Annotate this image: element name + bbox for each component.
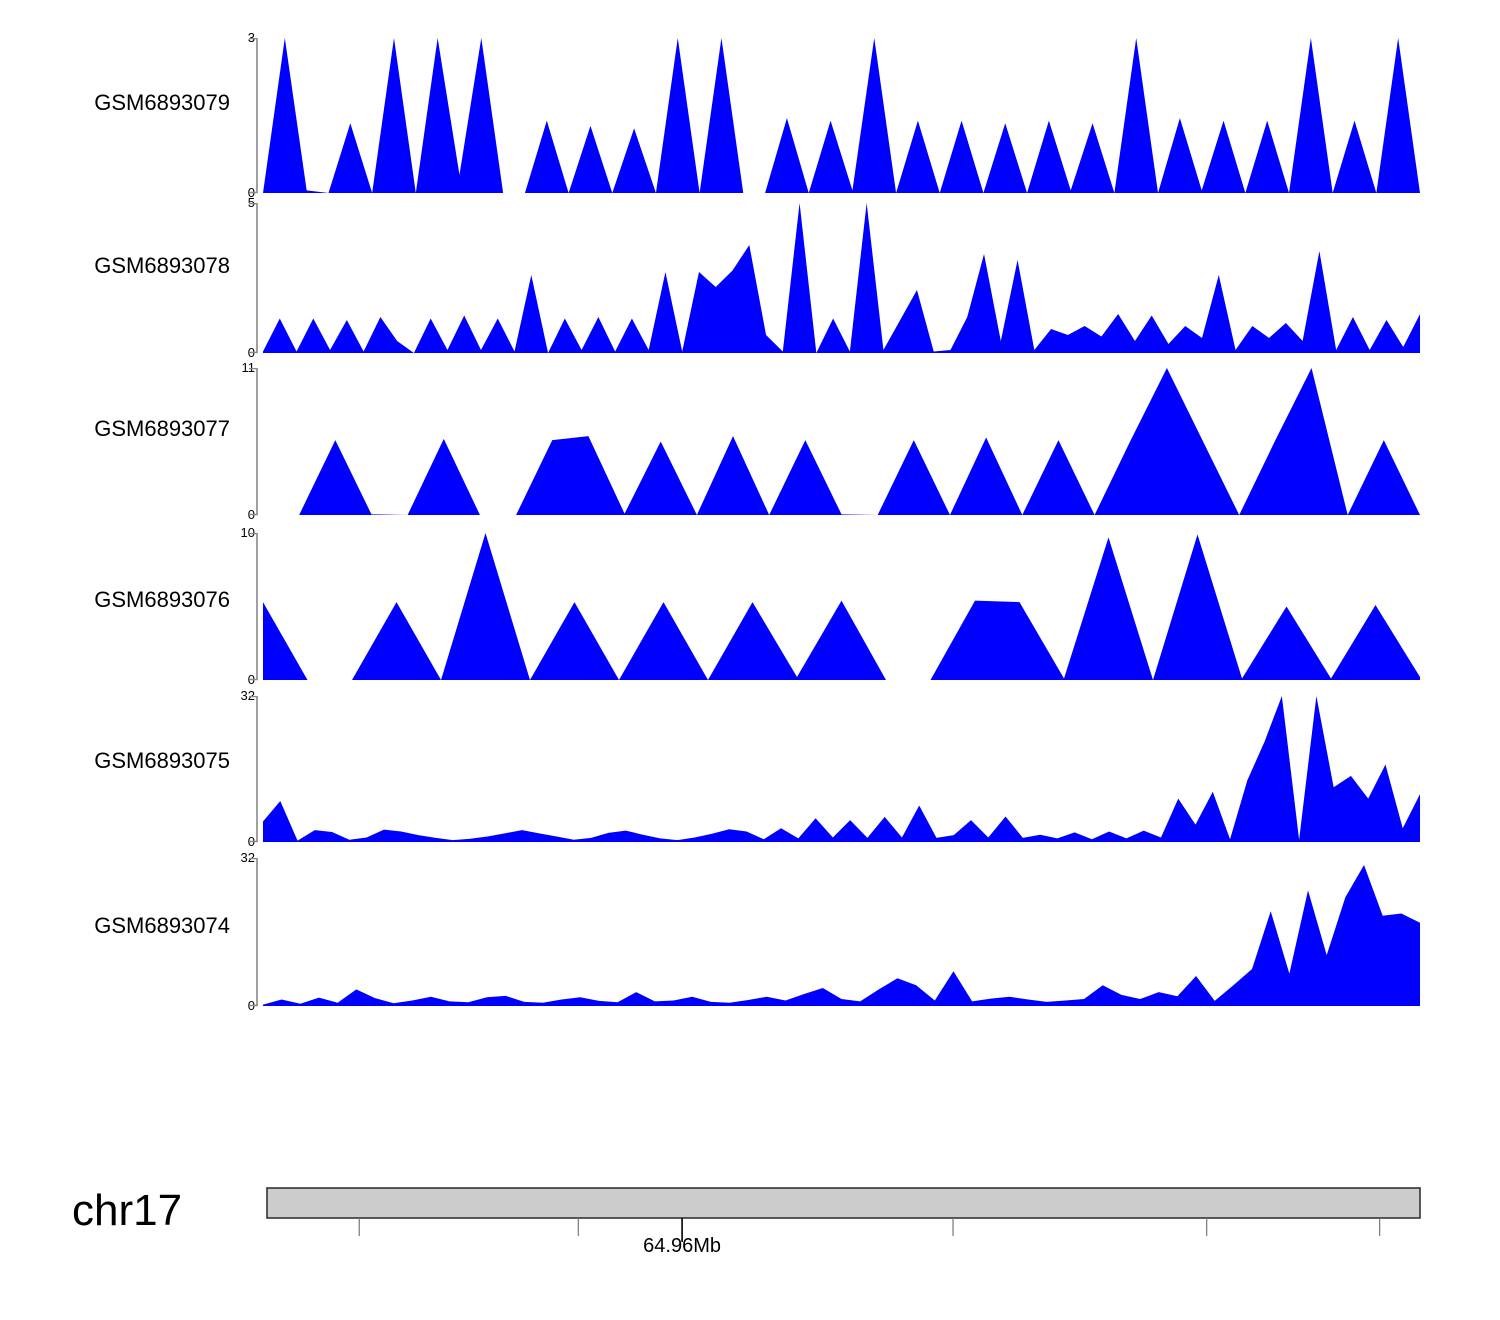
track-label-GSM6893074: GSM6893074 [94,913,230,938]
coverage-area [263,38,1420,193]
coverage-track-GSM6893074 [249,858,1420,1007]
chromosome-label: chr17 [72,1186,183,1235]
axis-max-label-GSM6893078: 5 [247,195,255,210]
y-axis-bracket [249,696,258,843]
track-label-GSM6893076: GSM6893076 [94,587,230,612]
coverage-area [263,696,1420,842]
ideogram-bar[interactable] [266,1187,1421,1219]
track-label-GSM6893079: GSM6893079 [94,90,230,115]
chromosome-ideogram[interactable] [0,1186,1500,1256]
axis-max-label-GSM6893076: 10 [240,525,255,540]
y-axis-bracket [249,203,258,354]
axis-max-label-GSM6893074: 32 [240,850,255,865]
y-axis-bracket [249,38,258,194]
coverage-area [263,368,1420,515]
axis-max-label-GSM6893075: 32 [240,688,255,703]
y-axis-bracket [249,533,258,681]
y-axis-bracket [249,368,258,516]
track-label-GSM6893077: GSM6893077 [94,416,230,441]
coverage-track-GSM6893079 [249,38,1420,194]
track-label-GSM6893075: GSM6893075 [94,748,230,773]
axis-max-label-GSM6893079: 3 [247,30,255,45]
axis-max-label-GSM6893077: 11 [241,360,256,375]
y-axis-bracket [249,858,258,1007]
coverage-track-GSM6893077 [249,368,1420,516]
coverage-area [263,203,1420,353]
coverage-area [263,864,1420,1006]
coverage-track-GSM6893075 [249,696,1420,843]
axis-position-label: 64.96Mb [643,1235,721,1257]
coverage-track-GSM6893078 [249,203,1420,354]
coverage-area [263,533,1420,680]
coverage-track-GSM6893076 [249,533,1420,681]
track-label-GSM6893078: GSM6893078 [94,253,230,278]
